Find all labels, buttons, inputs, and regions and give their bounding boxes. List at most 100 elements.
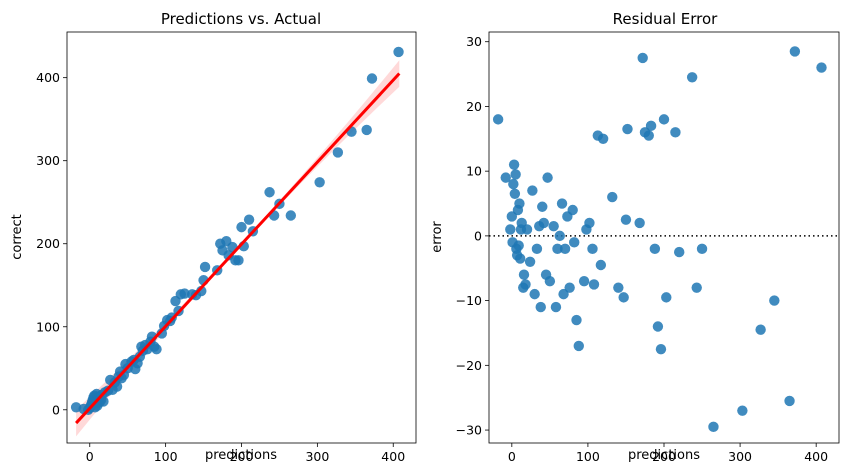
y-axis-label: correct [10,214,25,260]
data-point [597,133,609,144]
data-point [670,127,681,138]
data-point [509,188,521,200]
x-tick-label: 300 [728,449,752,464]
data-point [508,178,519,190]
data-point [573,340,584,352]
data-point [655,343,667,355]
data-point [285,210,297,221]
data-point [661,292,672,303]
data-point [569,237,580,248]
data-point [514,198,525,209]
x-tick-label: 0 [86,449,94,464]
x-tick-label: 0 [508,449,516,464]
y-tick-label: 30 [466,34,482,49]
data-point [529,288,540,300]
data-point [769,295,780,306]
y-tick-label: 400 [36,70,60,85]
data-point [552,243,563,255]
data-point [361,124,372,136]
data-point [567,204,578,216]
y-tick-label: 300 [36,153,60,168]
data-point [649,243,661,255]
data-point [686,72,698,83]
data-point [521,224,533,235]
data-point [691,282,702,293]
data-point [500,172,511,183]
x-axis-label: predictions [628,448,700,463]
data-point [151,343,162,355]
regression-line [75,72,401,425]
data-point [696,243,708,255]
data-point [558,288,569,300]
x-tick-label: 300 [305,449,329,464]
data-point [559,243,571,255]
data-point [236,221,247,233]
y-tick-label: 0 [474,228,482,243]
data-point [233,255,244,266]
data-point [264,187,275,198]
data-point [111,381,123,392]
chart-title: Predictions vs. Actual [161,10,321,28]
data-point [708,421,719,433]
data-point [554,230,565,242]
data-point [550,301,562,313]
data-point [524,256,536,267]
residual-error-chart: Residual Error 0 100 200 300 400 −30 −20 −10 0 1… [430,10,840,464]
data-point [531,243,543,255]
data-point [538,217,549,229]
data-point [584,217,595,229]
data-point [789,46,801,57]
data-point [505,224,516,235]
data-point [332,147,344,158]
data-point [518,269,530,280]
data-point [755,324,766,335]
data-point [506,211,518,222]
data-point [366,73,378,84]
data-point [587,243,598,255]
data-point [508,159,520,170]
data-point [578,275,590,287]
data-point [514,253,526,264]
data-point [544,275,556,287]
y-tick-label: 200 [36,236,60,251]
y-tick-label: −10 [456,293,482,308]
data-point [535,301,546,313]
data-point [98,396,109,407]
x-tick-label: 100 [154,449,178,464]
x-tick-label: 400 [804,449,828,464]
data-point [737,405,748,416]
data-point [588,279,600,290]
y-axis-label: error [430,221,445,253]
data-point [634,217,645,229]
data-point [520,279,531,290]
x-tick-label: 400 [381,449,405,464]
data-point [179,288,190,299]
data-point [645,120,657,132]
data-point [652,321,664,332]
x-axis-label: predictions [205,448,277,463]
predictions-vs-actual-chart: Predictions vs. Actual 0 100 200 300 400 0 10… [10,10,417,464]
data-point [537,201,548,212]
data-point [527,185,538,196]
data-point [613,282,624,293]
data-point [674,246,685,258]
data-point [643,130,654,141]
data-point [510,169,521,180]
y-tick-label: 20 [466,99,482,114]
y-tick-label: −30 [456,423,482,438]
data-point [314,177,325,188]
x-tick-label: 200 [652,449,676,464]
data-point [622,123,633,135]
y-tick-label: 10 [466,164,482,179]
data-point [607,191,618,203]
data-point [542,172,553,183]
data-point [816,62,827,73]
data-point [784,395,795,407]
data-point [618,292,629,303]
data-point [243,214,255,225]
chart-title: Residual Error [613,10,719,28]
plot-frame [488,31,840,444]
x-tick-label: 100 [576,449,600,464]
y-tick-label: −20 [456,358,482,373]
